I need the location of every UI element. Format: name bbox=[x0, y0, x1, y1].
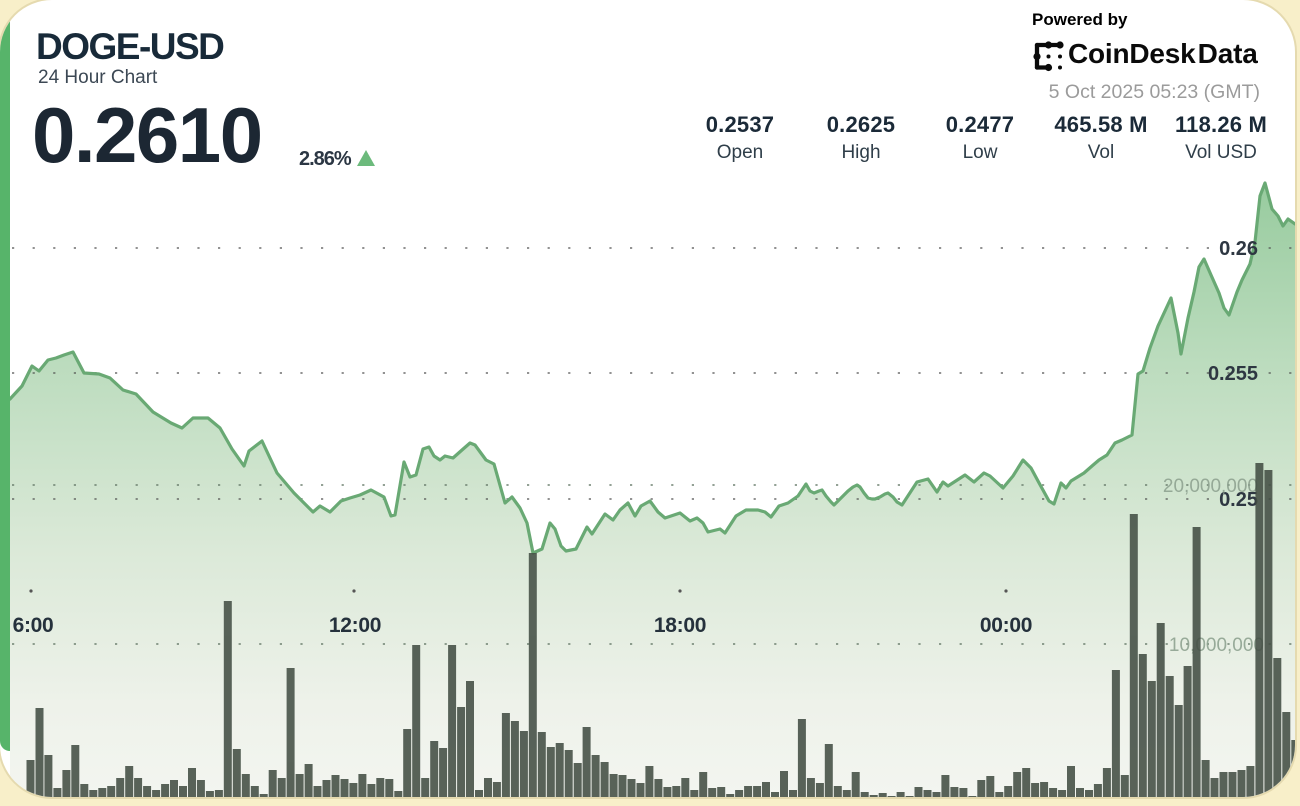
svg-text:18:00: 18:00 bbox=[654, 614, 706, 637]
svg-text:0.25: 0.25 bbox=[1219, 489, 1258, 511]
svg-text:00:00: 00:00 bbox=[980, 614, 1032, 637]
svg-text:10,000,000: 10,000,000 bbox=[1169, 635, 1264, 656]
svg-text:20,000,000: 20,000,000 bbox=[1163, 476, 1258, 497]
svg-text:12:00: 12:00 bbox=[329, 614, 381, 637]
svg-text:0.26: 0.26 bbox=[1219, 238, 1258, 260]
svg-text:6:00: 6:00 bbox=[13, 614, 54, 637]
svg-text:0.255: 0.255 bbox=[1208, 363, 1258, 385]
